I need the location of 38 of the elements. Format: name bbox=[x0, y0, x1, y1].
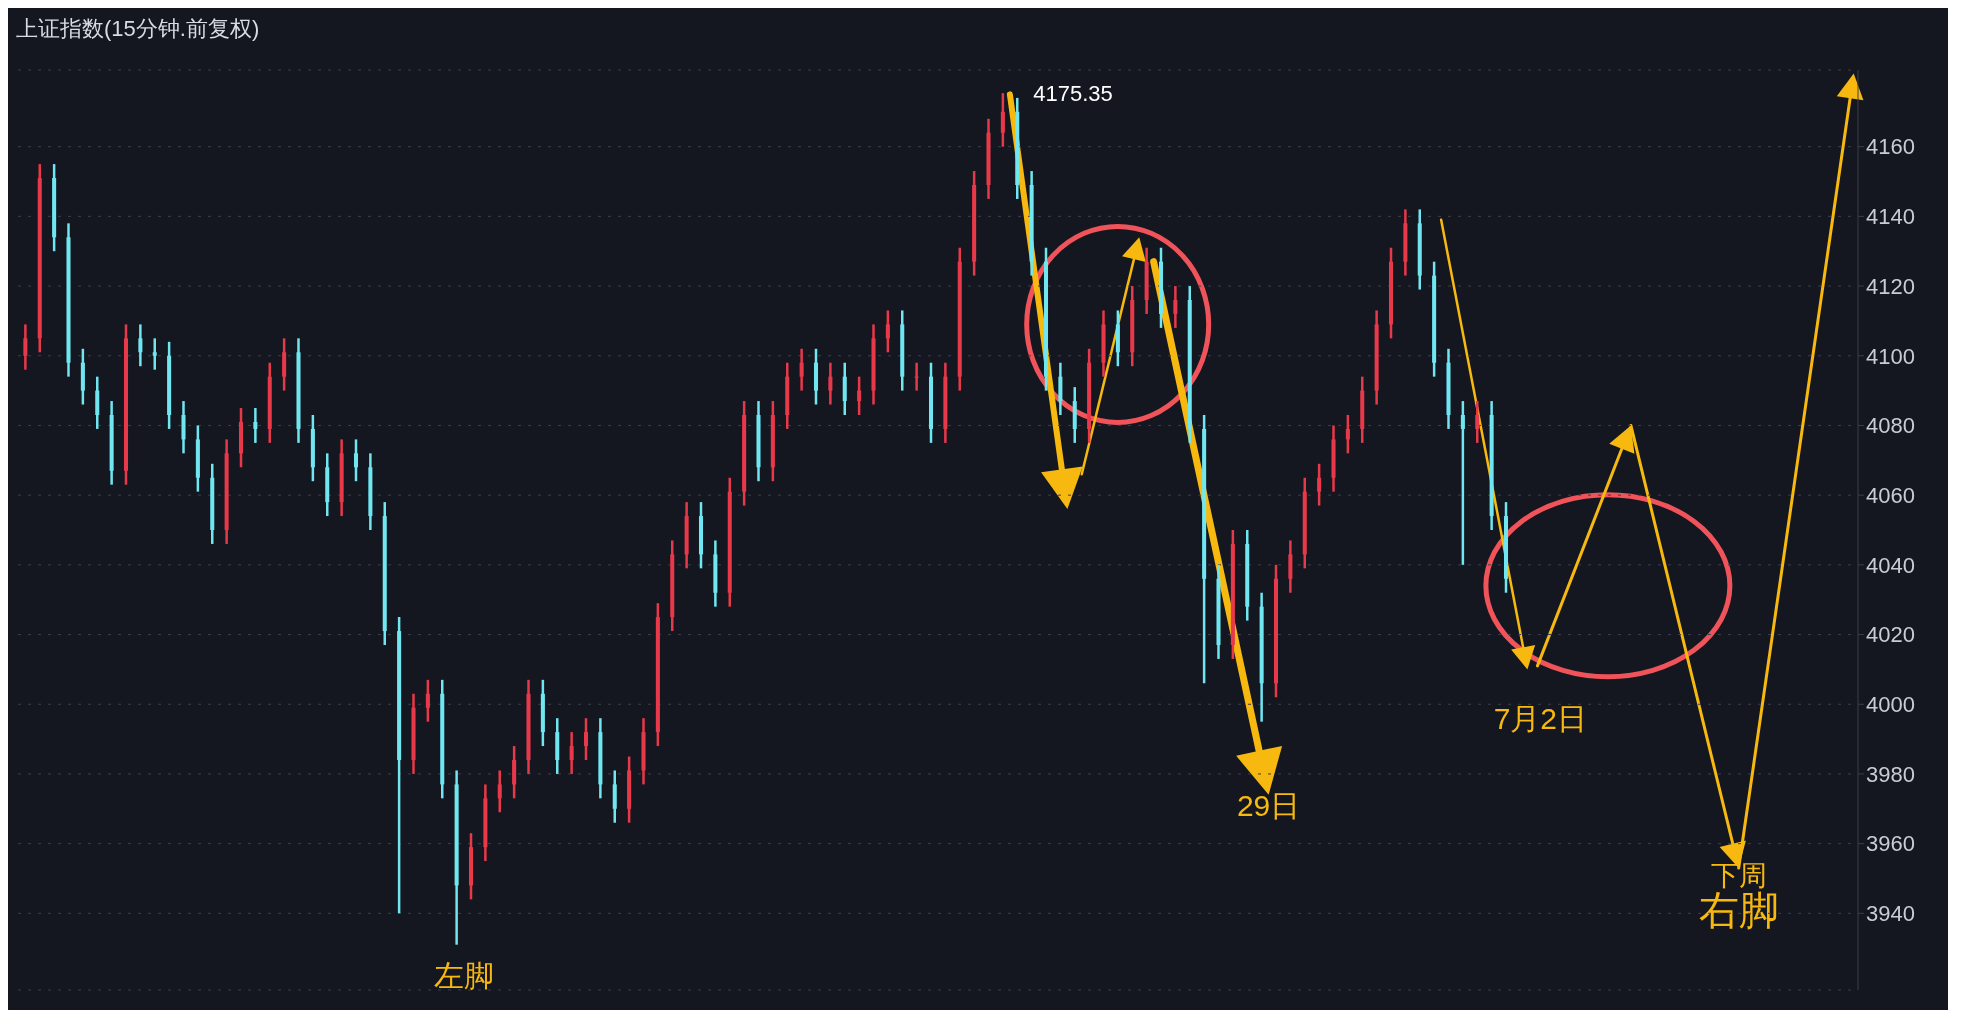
candlestick bbox=[828, 361, 833, 406]
candlestick bbox=[583, 716, 589, 762]
annotation: 左脚 bbox=[433, 959, 494, 993]
candlestick bbox=[497, 769, 502, 814]
candlestick bbox=[914, 361, 919, 392]
y-tick-label: 4060 bbox=[1866, 482, 1915, 508]
candlestick bbox=[569, 730, 574, 776]
y-tick-label: 4120 bbox=[1866, 273, 1915, 299]
candlestick bbox=[23, 323, 28, 371]
y-tick-label: 4020 bbox=[1866, 622, 1915, 648]
candlestick bbox=[1345, 413, 1350, 455]
candlestick bbox=[353, 438, 359, 483]
candlestick bbox=[138, 323, 143, 368]
candlestick bbox=[152, 337, 157, 371]
y-tick-label: 3960 bbox=[1866, 831, 1915, 857]
candlestick bbox=[885, 309, 890, 354]
y-tick-label: 4160 bbox=[1866, 134, 1915, 160]
candlestick bbox=[1317, 462, 1322, 507]
annotation: 下周 bbox=[1710, 860, 1767, 891]
y-tick-label: 4100 bbox=[1866, 343, 1915, 369]
chart-title: 上证指数(15分钟.前复权) bbox=[15, 15, 261, 43]
candlestick bbox=[1460, 399, 1465, 567]
candlestick bbox=[1173, 284, 1178, 330]
candlestick bbox=[857, 375, 862, 417]
candlestick bbox=[253, 406, 258, 445]
y-tick-label: 4140 bbox=[1866, 204, 1915, 230]
candlestick bbox=[425, 678, 430, 723]
candlestick bbox=[799, 347, 804, 392]
candlestick bbox=[1000, 91, 1005, 148]
y-tick-label: 3980 bbox=[1866, 761, 1915, 787]
y-tick-label: 3940 bbox=[1866, 901, 1915, 927]
annotation: 29日 bbox=[1236, 789, 1301, 822]
annotation: 7月2日 bbox=[1493, 701, 1587, 735]
annotation: 4175.35 bbox=[1033, 81, 1113, 106]
candlestick bbox=[1475, 399, 1480, 445]
y-tick-label: 4040 bbox=[1866, 552, 1915, 578]
y-tick-label: 4000 bbox=[1866, 692, 1915, 718]
y-tick-label: 4080 bbox=[1866, 413, 1915, 439]
